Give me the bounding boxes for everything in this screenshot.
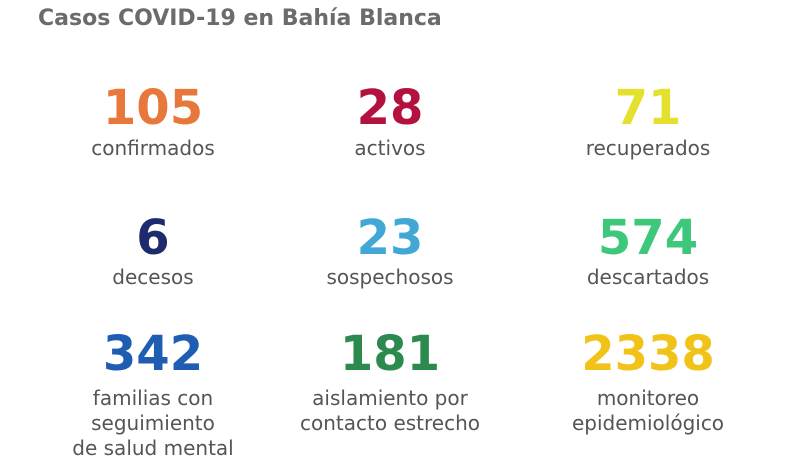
stat-label: activos	[354, 136, 426, 160]
stat-value: 105	[102, 80, 204, 136]
stat-label: familias con	[92, 386, 214, 410]
stat-value: 342	[102, 326, 204, 382]
stat-value: 574	[597, 210, 699, 266]
stat-label: decesos	[112, 265, 194, 289]
stat-label: contacto estrecho	[300, 411, 480, 435]
stat-value: 28	[356, 80, 424, 136]
stat-label: monitoreo	[596, 386, 700, 410]
stat-value: 23	[356, 210, 424, 266]
stat-value: 71	[614, 80, 682, 136]
title: Casos COVID-19 en Bahía Blanca	[38, 6, 442, 31]
stat-label: sospechosos	[326, 265, 454, 289]
stat-label: epidemiológico	[571, 411, 725, 435]
stat-value: 2338	[581, 326, 715, 382]
stat-label: descartados	[586, 265, 710, 289]
page: Casos COVID-19 en Bahía Blanca (() => { …	[38, 6, 725, 458]
stat-label: de salud mental	[72, 436, 234, 460]
stat-label: confirmados	[91, 136, 215, 160]
stat-label: seguimiento	[91, 411, 215, 435]
stat-value: 6	[136, 210, 170, 266]
stat-label: aislamiento por	[312, 386, 468, 410]
stat-value: 181	[339, 326, 441, 382]
stat-label: recuperados	[585, 136, 711, 160]
